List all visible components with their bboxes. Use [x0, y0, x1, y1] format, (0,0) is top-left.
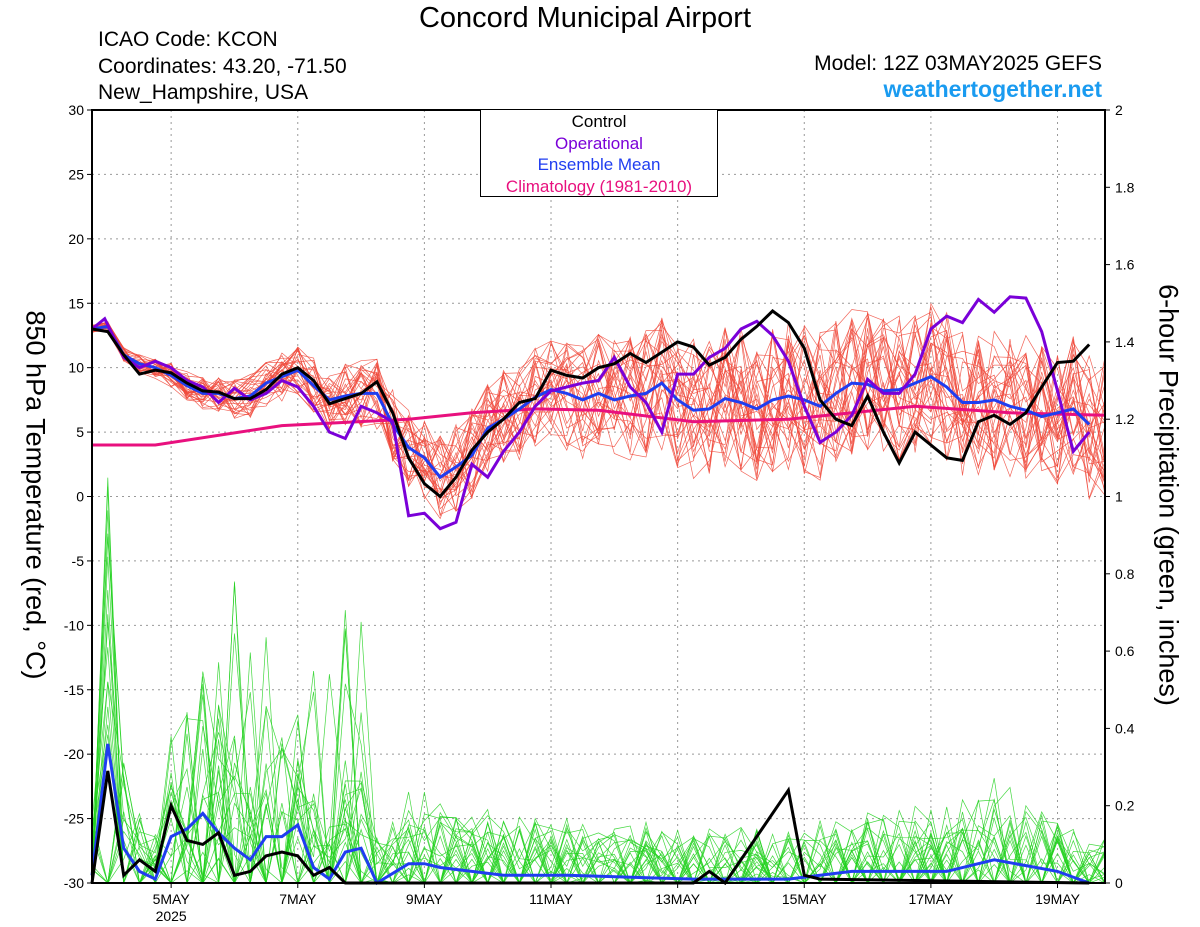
y-tick-label: 0	[76, 489, 84, 505]
temp-member-line	[91, 317, 1106, 490]
temp-member-line	[91, 311, 1106, 500]
y-tick-label: 15	[68, 295, 84, 311]
temp-member-line	[91, 302, 1106, 498]
website-link[interactable]: weathertogether.net	[883, 76, 1102, 102]
precip-member-line	[91, 533, 1106, 885]
y-tick-label: 5	[76, 424, 84, 440]
y-tick-label: -10	[64, 617, 84, 633]
precip-member-line	[92, 743, 1106, 885]
y2-tick-label: 1.4	[1115, 334, 1135, 350]
y-tick-label: 20	[68, 231, 84, 247]
ensemble-members	[91, 302, 1106, 885]
y-tick-label: -15	[64, 682, 84, 698]
legend-climatology: Climatology (1981-2010)	[505, 176, 693, 196]
y2-tick-label: 1	[1115, 489, 1123, 505]
model-run: Model: 12Z 03MAY2025 GEFS	[814, 52, 1102, 75]
control-precip-line	[90, 770, 1090, 886]
y-tick-label: -5	[72, 553, 85, 569]
x-tick-label: 15MAY	[782, 891, 828, 907]
y-tick-label: -20	[64, 746, 84, 762]
y-tick-label: 10	[68, 360, 84, 376]
y2-tick-label: 2	[1115, 102, 1123, 118]
coordinates: Coordinates: 43.20, -71.50	[98, 55, 347, 78]
legend-operational: Operational	[555, 133, 643, 153]
legend-control: Control	[571, 112, 627, 131]
chart-series	[90, 295, 1106, 886]
x-tick-label: 7MAY	[279, 891, 317, 907]
y-tick-label: 30	[68, 102, 84, 118]
x-tick-label: 19MAY	[1035, 891, 1081, 907]
temp-member-line	[91, 309, 1106, 480]
y2-tick-label: 1.8	[1115, 179, 1135, 195]
y2-tick-label: 0.2	[1115, 798, 1135, 814]
temp-member-line	[91, 306, 1106, 500]
temp-member-line	[91, 316, 1106, 517]
chart-axes: 302520151050-5-10-15-20-25-3021.81.61.41…	[64, 102, 1135, 924]
y2-tick-label: 0	[1115, 875, 1123, 891]
climatology-line	[92, 404, 1106, 447]
precip-member-line	[91, 734, 1105, 884]
y2-tick-label: 1.6	[1115, 257, 1135, 273]
x-tick-sublabel: 2025	[156, 908, 187, 924]
y2-tick-label: 1.2	[1115, 411, 1135, 427]
y-tick-label: -25	[64, 811, 84, 827]
chart-title: Concord Municipal Airport	[418, 2, 752, 34]
y-tick-label: 25	[68, 166, 84, 182]
y2-tick-label: 0.4	[1115, 720, 1135, 736]
temp-member-line	[91, 323, 1106, 512]
x-tick-label: 17MAY	[908, 891, 954, 907]
control-temp-line	[91, 309, 1091, 499]
x-tick-label: 13MAY	[655, 891, 701, 907]
x-tick-label: 5MAY	[153, 891, 191, 907]
temp-member-line	[91, 312, 1106, 489]
operational-temp-line	[91, 295, 1091, 531]
x-tick-label: 9MAY	[406, 891, 444, 907]
y-axis-label: 850 hPa Temperature (red, °C)	[20, 310, 51, 680]
y2-tick-label: 0.8	[1115, 566, 1135, 582]
x-tick-label: 11MAY	[529, 891, 573, 907]
y2-tick-label: 0.6	[1115, 643, 1135, 659]
precip-member-line	[91, 536, 1106, 885]
temp-member-line	[91, 324, 1106, 506]
chart-legend: Control Operational Ensemble Mean Climat…	[480, 109, 718, 197]
y2-axis-label: 6-hour Precipitation (green, inches)	[1153, 284, 1184, 706]
legend-ensemble-mean: Ensemble Mean	[537, 155, 661, 174]
mean-temp-line	[91, 324, 1091, 480]
y-tick-label: -30	[64, 875, 84, 891]
temp-member-line	[91, 315, 1106, 495]
icao-code: ICAO Code: KCON	[98, 28, 278, 51]
location: New_Hampshire, USA	[98, 81, 309, 104]
mean-precip-line	[90, 743, 1090, 886]
